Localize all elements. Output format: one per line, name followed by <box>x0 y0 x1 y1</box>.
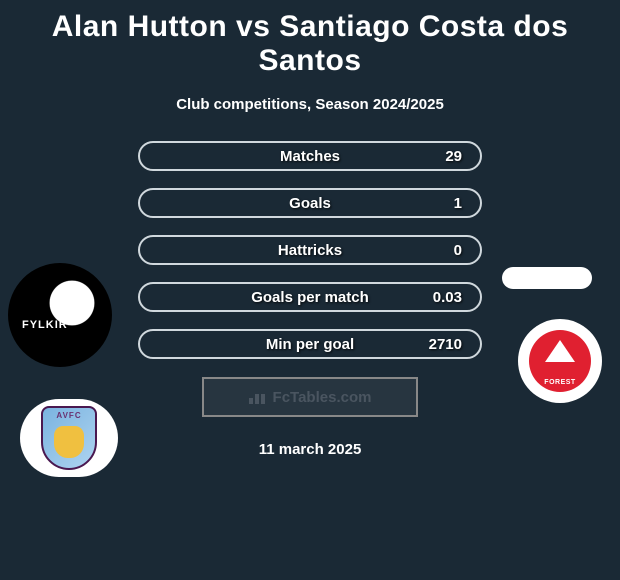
club-badge-oval <box>502 267 592 289</box>
club-badge-aston-villa: AVFC <box>20 399 118 477</box>
forest-label: FOREST <box>544 379 575 386</box>
stat-label: Hattricks <box>278 242 342 259</box>
stat-value: 1 <box>454 195 462 212</box>
fylkir-swirl-icon <box>20 275 100 355</box>
stat-label: Goals <box>289 195 331 212</box>
stat-value: 29 <box>445 148 462 165</box>
avfc-label: AVFC <box>56 411 81 420</box>
fylkir-label: FYLKIR <box>22 319 68 331</box>
stats-container: FYLKIR AVFC FOREST Matches 29 Goals 1 Ha… <box>0 141 620 359</box>
page-title: Alan Hutton vs Santiago Costa dos Santos <box>0 0 620 78</box>
avfc-shield-icon: AVFC <box>41 406 97 470</box>
stat-value: 2710 <box>429 336 462 353</box>
avfc-lion-icon <box>54 426 84 458</box>
stat-label: Goals per match <box>251 289 369 306</box>
stat-row-goals: Goals 1 <box>138 188 482 218</box>
forest-tree-icon <box>545 340 575 370</box>
stat-value: 0.03 <box>433 289 462 306</box>
stat-label: Matches <box>280 148 340 165</box>
stat-value: 0 <box>454 242 462 259</box>
stat-row-matches: Matches 29 <box>138 141 482 171</box>
club-badge-fylkir: FYLKIR <box>8 263 112 367</box>
stat-row-goals-per-match: Goals per match 0.03 <box>138 282 482 312</box>
stat-row-min-per-goal: Min per goal 2710 <box>138 329 482 359</box>
stat-label: Min per goal <box>266 336 354 353</box>
subtitle: Club competitions, Season 2024/2025 <box>0 96 620 113</box>
club-badge-forest: FOREST <box>518 319 602 403</box>
forest-circle-icon: FOREST <box>529 330 591 392</box>
bar-chart-icon <box>249 390 267 404</box>
watermark-text: FcTables.com <box>273 389 372 406</box>
watermark-box: FcTables.com <box>202 377 418 417</box>
stat-row-hattricks: Hattricks 0 <box>138 235 482 265</box>
